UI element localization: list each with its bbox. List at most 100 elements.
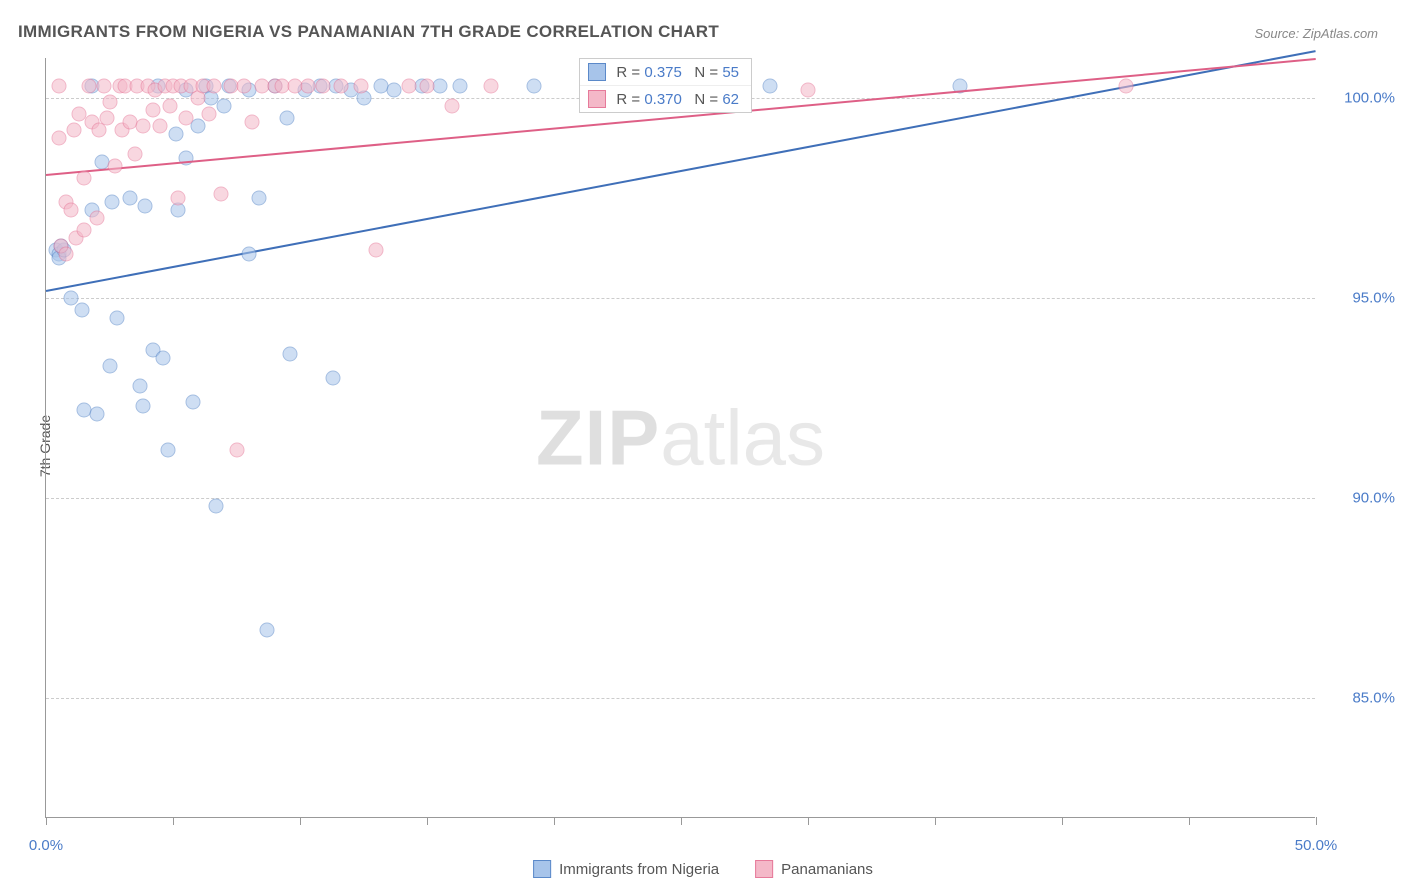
x-tick (300, 817, 301, 825)
scatter-marker (526, 79, 541, 94)
legend-label: Panamanians (781, 861, 873, 878)
stats-swatch (588, 63, 606, 81)
scatter-marker (201, 107, 216, 122)
x-tick (173, 817, 174, 825)
scatter-marker (386, 83, 401, 98)
scatter-marker (102, 95, 117, 110)
scatter-marker (315, 79, 330, 94)
gridline-h (46, 698, 1315, 699)
scatter-marker (186, 395, 201, 410)
scatter-marker (135, 399, 150, 414)
scatter-marker (333, 79, 348, 94)
x-tick (1062, 817, 1063, 825)
stats-swatch (588, 90, 606, 108)
scatter-marker (369, 243, 384, 258)
scatter-marker (99, 111, 114, 126)
stats-row: R = 0.375 N = 55 (580, 59, 751, 85)
scatter-marker (402, 79, 417, 94)
scatter-marker (300, 79, 315, 94)
scatter-marker (214, 187, 229, 202)
scatter-marker (191, 119, 206, 134)
scatter-marker (282, 347, 297, 362)
scatter-marker (97, 79, 112, 94)
y-tick-label: 100.0% (1325, 90, 1395, 107)
gridline-h (46, 298, 1315, 299)
scatter-marker (59, 247, 74, 262)
legend-item: Panamanians (755, 860, 873, 878)
legend-label: Immigrants from Nigeria (559, 861, 719, 878)
x-tick (808, 817, 809, 825)
scatter-marker (77, 171, 92, 186)
scatter-marker (89, 211, 104, 226)
scatter-marker (153, 119, 168, 134)
x-tick (554, 817, 555, 825)
scatter-marker (110, 311, 125, 326)
x-tick-label: 0.0% (29, 837, 63, 854)
stats-row: R = 0.370 N = 62 (580, 85, 751, 112)
watermark-zip: ZIP (536, 393, 660, 481)
x-tick (681, 817, 682, 825)
scatter-marker (138, 199, 153, 214)
scatter-marker (127, 147, 142, 162)
scatter-marker (132, 379, 147, 394)
y-tick-label: 95.0% (1325, 290, 1395, 307)
scatter-marker (163, 99, 178, 114)
x-tick (46, 817, 47, 825)
scatter-marker (51, 79, 66, 94)
x-tick (935, 817, 936, 825)
scatter-marker (242, 247, 257, 262)
scatter-marker (762, 79, 777, 94)
legend-swatch (533, 860, 551, 878)
legend-item: Immigrants from Nigeria (533, 860, 719, 878)
source-caption: Source: ZipAtlas.com (1254, 26, 1378, 41)
legend: Immigrants from Nigeria Panamanians (533, 860, 873, 878)
scatter-marker (89, 407, 104, 422)
scatter-marker (178, 111, 193, 126)
scatter-marker (82, 79, 97, 94)
scatter-marker (420, 79, 435, 94)
scatter-marker (209, 499, 224, 514)
scatter-marker (105, 195, 120, 210)
legend-swatch (755, 860, 773, 878)
scatter-marker (51, 131, 66, 146)
scatter-marker (453, 79, 468, 94)
scatter-marker (445, 99, 460, 114)
stats-box: R = 0.375 N = 55 R = 0.370 N = 62 (579, 58, 752, 113)
y-tick-label: 85.0% (1325, 690, 1395, 707)
stats-text: R = 0.375 N = 55 (616, 64, 739, 81)
scatter-marker (160, 443, 175, 458)
x-tick (427, 817, 428, 825)
plot-area: ZIPatlas 85.0%90.0%95.0%100.0%0.0%50.0%R… (45, 58, 1315, 818)
scatter-marker (122, 191, 137, 206)
scatter-marker (252, 191, 267, 206)
scatter-marker (326, 371, 341, 386)
scatter-marker (102, 359, 117, 374)
scatter-marker (216, 99, 231, 114)
y-tick-label: 90.0% (1325, 490, 1395, 507)
scatter-marker (237, 79, 252, 94)
chart-title: IMMIGRANTS FROM NIGERIA VS PANAMANIAN 7T… (18, 22, 719, 42)
scatter-marker (1118, 79, 1133, 94)
scatter-marker (259, 623, 274, 638)
scatter-marker (801, 83, 816, 98)
stats-text: R = 0.370 N = 62 (616, 91, 739, 108)
scatter-marker (280, 111, 295, 126)
scatter-marker (155, 351, 170, 366)
gridline-h (46, 498, 1315, 499)
scatter-marker (64, 203, 79, 218)
scatter-marker (229, 443, 244, 458)
scatter-marker (483, 79, 498, 94)
scatter-marker (74, 303, 89, 318)
x-tick (1189, 817, 1190, 825)
scatter-marker (206, 79, 221, 94)
scatter-marker (244, 115, 259, 130)
scatter-marker (107, 159, 122, 174)
scatter-marker (353, 79, 368, 94)
scatter-marker (168, 127, 183, 142)
watermark-atlas: atlas (660, 393, 825, 481)
scatter-marker (145, 103, 160, 118)
scatter-marker (135, 119, 150, 134)
scatter-marker (66, 123, 81, 138)
x-tick (1316, 817, 1317, 825)
watermark: ZIPatlas (536, 392, 825, 483)
